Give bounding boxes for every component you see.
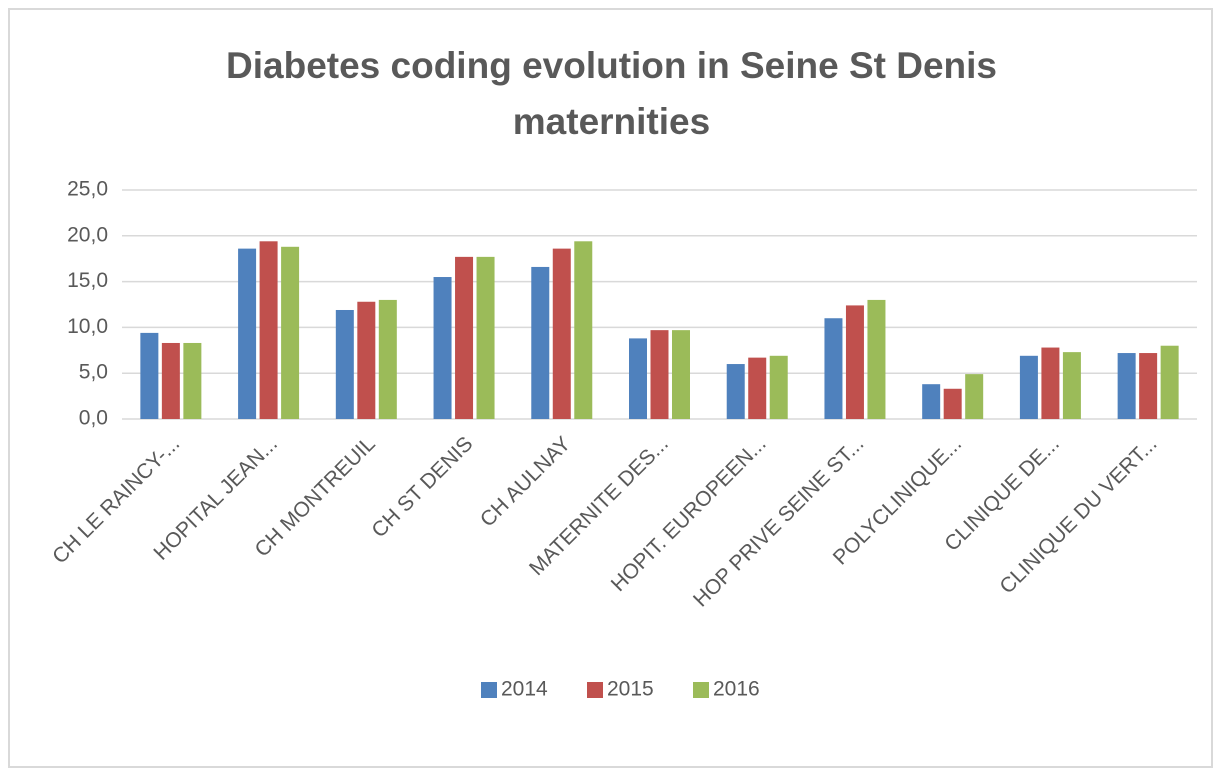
y-tick-label: 0,0 <box>79 407 108 430</box>
y-tick-label: 15,0 <box>67 269 108 292</box>
chart: 0,05,010,015,020,025,0CH LE RAINCY-...HO… <box>48 178 1197 701</box>
y-tick-label: 10,0 <box>67 315 108 338</box>
bar <box>943 388 962 419</box>
y-tick-label: 25,0 <box>67 178 108 201</box>
bar <box>1160 345 1179 419</box>
bar <box>335 309 354 419</box>
bar <box>824 318 843 419</box>
bar <box>183 342 202 419</box>
legend-swatch <box>693 682 709 698</box>
bar <box>552 248 571 419</box>
x-tick-label: CH ST DENIS <box>367 432 477 542</box>
chart-title: Diabetes coding evolution in Seine St De… <box>226 45 997 142</box>
bar <box>378 299 397 419</box>
page: {"chart_data": {"type": "bar", "title": … <box>8 8 1213 768</box>
bar <box>845 305 864 419</box>
bar <box>1139 353 1158 419</box>
bar <box>161 342 180 419</box>
bar <box>769 355 788 419</box>
bar <box>1117 353 1136 419</box>
bar <box>357 301 376 419</box>
legend-label: 2015 <box>607 678 654 701</box>
bar <box>455 256 474 419</box>
bar <box>922 384 941 419</box>
bar <box>748 357 767 419</box>
bar <box>433 277 452 419</box>
bar <box>672 330 690 419</box>
y-tick-label: 5,0 <box>79 361 108 384</box>
bar <box>476 256 495 419</box>
bar <box>140 332 159 419</box>
bar <box>965 374 984 419</box>
bar <box>650 330 669 419</box>
legend-swatch <box>587 682 603 698</box>
legend-swatch <box>481 682 497 698</box>
bar <box>867 299 886 419</box>
bar <box>1041 347 1060 419</box>
bar <box>726 364 745 419</box>
legend-label: 2016 <box>713 678 760 701</box>
bar <box>1062 352 1081 419</box>
bar <box>259 241 278 419</box>
bar <box>629 338 647 419</box>
bar <box>238 248 257 419</box>
bar <box>281 246 300 419</box>
x-tick-label: CLINIQUE DU VERT... <box>995 432 1161 598</box>
x-tick-label: CH AULNAY <box>476 432 575 531</box>
legend-label: 2014 <box>501 678 548 701</box>
bar <box>1019 355 1038 419</box>
bar <box>574 241 593 419</box>
y-tick-label: 20,0 <box>67 223 108 246</box>
bar <box>531 266 550 419</box>
x-tick-label: HOP PRIVE SEINE ST... <box>689 432 868 611</box>
